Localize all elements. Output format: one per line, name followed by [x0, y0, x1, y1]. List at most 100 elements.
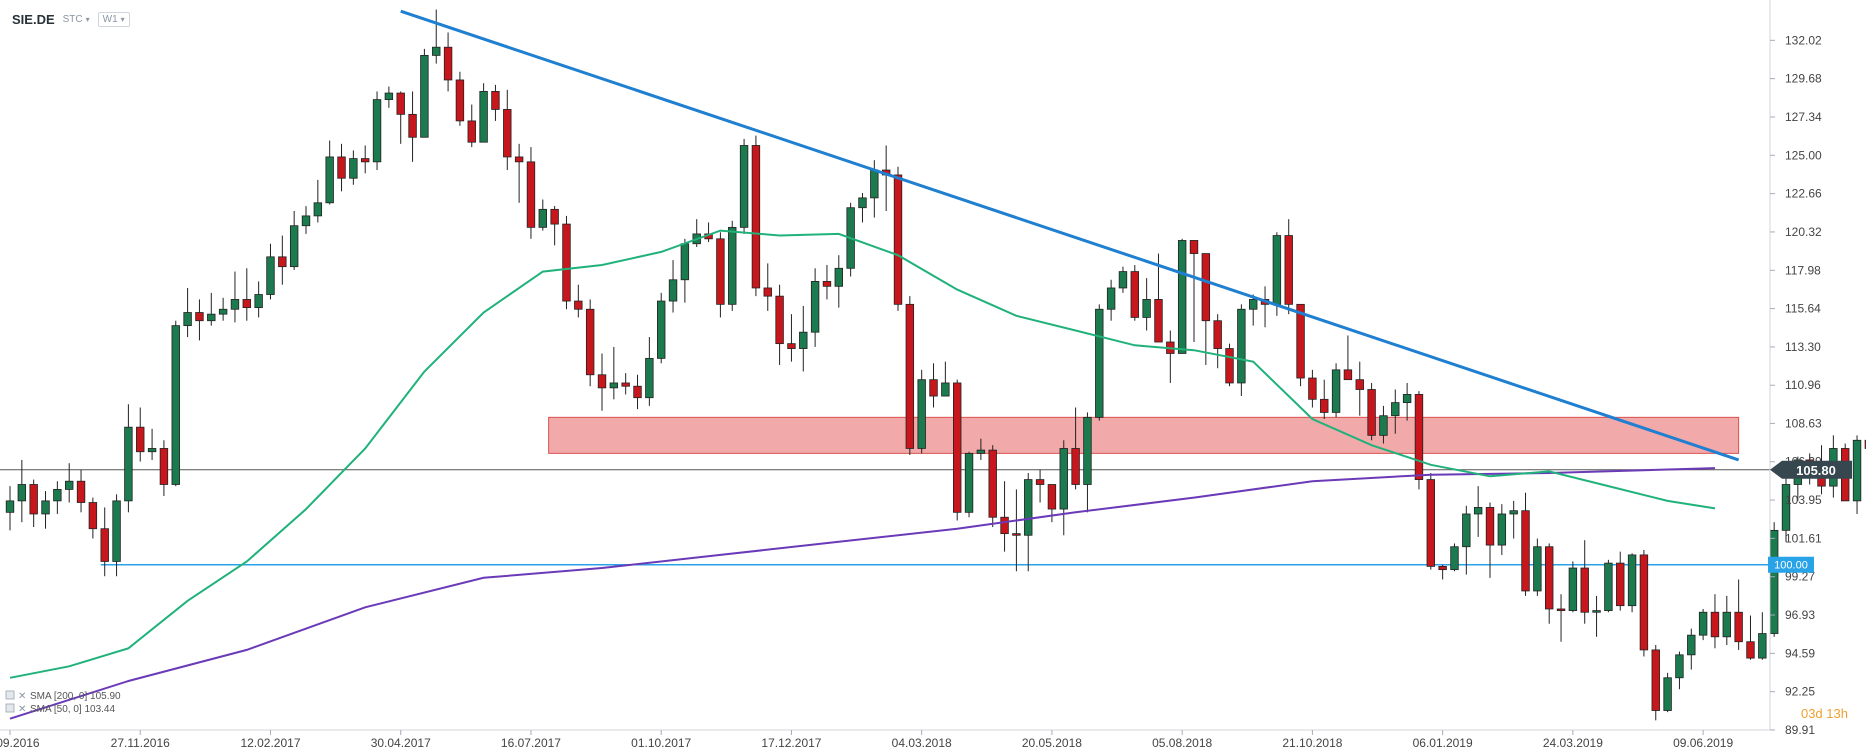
- candle: [1651, 644, 1660, 721]
- candle: [976, 438, 986, 460]
- candle-body: [503, 109, 512, 158]
- candle-body: [124, 426, 133, 502]
- candle: [538, 199, 547, 231]
- candle-body: [1391, 402, 1400, 417]
- candle: [1320, 379, 1329, 419]
- candle: [1604, 559, 1613, 613]
- candle: [905, 296, 915, 456]
- candle: [266, 243, 275, 300]
- candle: [941, 361, 950, 397]
- candle: [810, 268, 820, 347]
- candle: [1142, 278, 1151, 331]
- candle-body: [633, 385, 642, 399]
- candle: [1414, 391, 1424, 490]
- candle-body: [278, 256, 287, 268]
- price-tick-label: 113.30: [1785, 340, 1821, 354]
- candle: [491, 84, 500, 121]
- candle: [65, 463, 74, 503]
- candle: [1367, 382, 1376, 441]
- chart-style-dropdown[interactable]: STC ▾: [63, 14, 90, 25]
- time-tick-label: 01.10.2017: [631, 736, 691, 750]
- candle: [1758, 612, 1767, 660]
- candle: [325, 140, 334, 205]
- candle-body: [1225, 348, 1234, 384]
- candle-body: [136, 426, 145, 453]
- candle-body: [799, 331, 808, 349]
- price-axis[interactable]: 132.02 129.68 127.34 125.00 122.66 120.32 117.…: [1769, 0, 1822, 737]
- candle: [1769, 522, 1779, 637]
- price-tick-label: 94.59: [1785, 646, 1815, 660]
- candle-body: [1616, 562, 1625, 607]
- candle: [1592, 595, 1601, 637]
- candle-body: [41, 500, 50, 515]
- candle: [562, 215, 571, 310]
- interval-dropdown[interactable]: W1 ▾: [97, 11, 130, 27]
- candle-body: [1485, 507, 1495, 546]
- candle-body: [905, 303, 915, 449]
- candle-body: [372, 99, 382, 163]
- symbol-label[interactable]: SIE.DE: [12, 11, 55, 27]
- resistance-zone: [548, 416, 1740, 454]
- candle: [645, 337, 654, 406]
- candle-body: [1675, 654, 1684, 679]
- price-tick-label: 115.64: [1785, 302, 1821, 316]
- candle: [289, 210, 299, 270]
- candle-body: [396, 92, 405, 115]
- candle: [822, 265, 832, 300]
- price-tick-label: 125.00: [1785, 148, 1822, 162]
- candle: [728, 220, 737, 311]
- candle-body: [1272, 235, 1282, 305]
- candle: [254, 281, 263, 318]
- candle: [514, 143, 524, 203]
- candle-body: [1379, 415, 1388, 436]
- candle: [5, 486, 15, 531]
- candle-body: [621, 382, 630, 387]
- candle-body: [822, 281, 832, 287]
- candle: [621, 373, 630, 395]
- candle: [1201, 253, 1211, 365]
- resistance-zone-rect: [548, 416, 1740, 454]
- candle: [1225, 343, 1234, 387]
- candle-body: [1331, 369, 1341, 413]
- candle-body: [325, 156, 334, 204]
- time-tick-label: 20.05.2018: [1022, 736, 1082, 750]
- candle-body: [1083, 416, 1092, 485]
- candle: [17, 459, 27, 523]
- candle-body: [1497, 513, 1507, 546]
- price-badges: 105.80 100.00: [1768, 460, 1852, 573]
- candle: [1130, 265, 1139, 321]
- legend-label: SMA [50, 0] 103.44: [30, 704, 115, 715]
- candle: [1473, 486, 1483, 537]
- candle-body: [1047, 484, 1057, 510]
- candle: [858, 192, 867, 223]
- candle-body: [384, 92, 394, 101]
- candle: [1177, 238, 1187, 354]
- candle: [1746, 615, 1755, 660]
- candle: [443, 32, 453, 92]
- candle: [1106, 279, 1116, 321]
- candle: [704, 222, 713, 243]
- time-axis[interactable]: 11.09.2016 27.11.2016 12.02.2017 30.04.2017…: [0, 729, 1770, 750]
- candle-body: [1462, 513, 1471, 548]
- candle-body: [1284, 235, 1293, 305]
- candle-body: [53, 489, 62, 502]
- candle: [29, 479, 38, 528]
- candle: [136, 407, 145, 462]
- candle-body: [337, 156, 346, 179]
- candle: [1024, 473, 1033, 572]
- chart-toolbar: SIE.DE STC ▾ W1 ▾: [12, 8, 130, 30]
- candle: [680, 238, 690, 303]
- candle: [1071, 407, 1080, 490]
- candle: [1095, 304, 1104, 421]
- candle: [88, 497, 98, 539]
- chart-style-value: STC: [62, 13, 83, 25]
- candle-body: [171, 325, 180, 485]
- candle: [1083, 412, 1092, 513]
- candle: [171, 320, 180, 487]
- candle-body: [514, 156, 524, 163]
- candle: [1485, 502, 1495, 578]
- candle: [1284, 219, 1293, 315]
- candle-body: [680, 243, 690, 281]
- candle-body: [1545, 546, 1554, 610]
